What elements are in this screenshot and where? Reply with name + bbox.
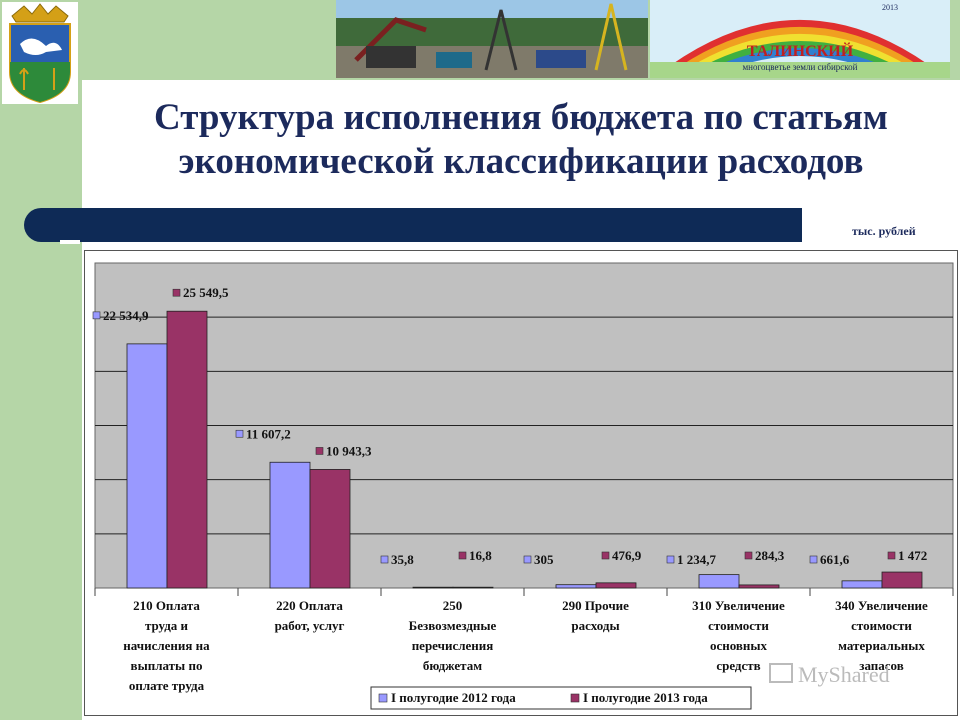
bar xyxy=(269,461,311,589)
data-label: 476,9 xyxy=(612,548,642,563)
data-label: 16,8 xyxy=(469,548,492,563)
data-label-marker xyxy=(523,555,532,564)
bar xyxy=(166,310,208,589)
data-label-marker xyxy=(887,551,896,560)
category-label: стоимости xyxy=(851,618,912,633)
bar xyxy=(555,584,597,589)
category-label: 340 Увеличение xyxy=(835,598,928,613)
category-label: запасов xyxy=(859,658,904,673)
coat-of-arms-icon xyxy=(2,2,78,104)
bar xyxy=(738,584,780,589)
left-green-stripe xyxy=(0,0,82,720)
chart-frame: 22 534,9 25 549,5 210 Оплата труда и начисле… xyxy=(84,250,958,716)
bar xyxy=(309,469,351,589)
category-label: расходы xyxy=(571,618,619,633)
data-label: 1 234,7 xyxy=(677,552,717,567)
bar xyxy=(126,343,168,589)
category-label: материальных xyxy=(838,638,925,653)
page-title: Структура исполнения бюджета по статьям … xyxy=(82,96,960,184)
data-label: 661,6 xyxy=(820,552,850,567)
category-label: начисления на xyxy=(123,638,210,653)
talinsky-banner-image: ТАЛИНСКИЙ многоцветье земли сибирской 20… xyxy=(650,0,950,78)
data-label-marker xyxy=(380,555,389,564)
bar xyxy=(412,586,454,589)
category-label: оплате труда xyxy=(129,678,205,693)
data-label-marker xyxy=(666,555,675,564)
data-label: 284,3 xyxy=(755,548,785,563)
data-label: 1 472 xyxy=(898,548,927,563)
category-label: основных xyxy=(710,638,768,653)
data-label: 11 607,2 xyxy=(246,426,291,441)
legend-label: I полугодие 2012 года xyxy=(391,690,516,705)
data-label: 25 549,5 xyxy=(183,285,229,300)
data-label-marker xyxy=(315,447,324,455)
data-label: 305 xyxy=(534,552,554,567)
category-label: работ, услуг xyxy=(275,618,345,633)
navy-bar-notch xyxy=(60,240,80,244)
data-label: 35,8 xyxy=(391,552,414,567)
category-label: средств xyxy=(716,658,760,673)
category-label: перечисления xyxy=(412,638,494,653)
title-background xyxy=(82,80,960,205)
data-label-marker xyxy=(809,555,818,564)
data-label-marker xyxy=(601,551,610,560)
data-label-marker xyxy=(172,288,181,297)
bar xyxy=(452,586,494,589)
oil-rig-photo xyxy=(336,0,648,78)
data-label: 10 943,3 xyxy=(326,443,372,458)
legend-label: I полугодие 2013 года xyxy=(583,690,708,705)
legend-box xyxy=(370,686,752,710)
unit-label: тыс. рублей xyxy=(852,224,916,238)
budget-bar-chart: 22 534,9 25 549,5 210 Оплата труда и начисле… xyxy=(92,262,954,710)
bar xyxy=(841,580,883,589)
data-label-marker xyxy=(92,311,101,320)
category-label: 210 Оплата xyxy=(133,598,200,613)
data-label-marker xyxy=(744,551,753,560)
data-label: 22 534,9 xyxy=(103,308,149,323)
category-label: 250 xyxy=(443,598,463,613)
category-label: 310 Увеличение xyxy=(692,598,785,613)
watermark-icon xyxy=(769,663,793,683)
bar xyxy=(881,571,923,589)
decorative-navy-bar xyxy=(24,208,802,242)
title-line-1: Структура исполнения бюджета по статьям xyxy=(154,97,888,138)
banner-caption: ТАЛИНСКИЙ xyxy=(747,41,854,60)
category-label: Безвозмездные xyxy=(409,618,497,633)
banner-year: 2013 xyxy=(882,3,898,12)
data-label-marker xyxy=(458,551,467,560)
title-line-2: экономической классификации расходов xyxy=(178,141,864,182)
data-label-marker xyxy=(235,429,244,438)
category-label: 220 Оплата xyxy=(276,598,343,613)
bar xyxy=(698,574,740,589)
category-label: выплаты по xyxy=(131,658,203,673)
category-label: бюджетам xyxy=(423,658,482,673)
legend-swatch xyxy=(378,693,388,703)
bar xyxy=(595,582,637,589)
category-label: стоимости xyxy=(708,618,769,633)
watermark: MyShared xyxy=(769,662,890,687)
watermark-text: MyShared xyxy=(798,662,890,687)
category-label: труда и xyxy=(145,618,189,633)
banner-subcaption: многоцветье земли сибирской xyxy=(742,62,857,72)
category-label: 290 Прочие xyxy=(562,598,629,613)
legend-swatch xyxy=(570,693,580,703)
